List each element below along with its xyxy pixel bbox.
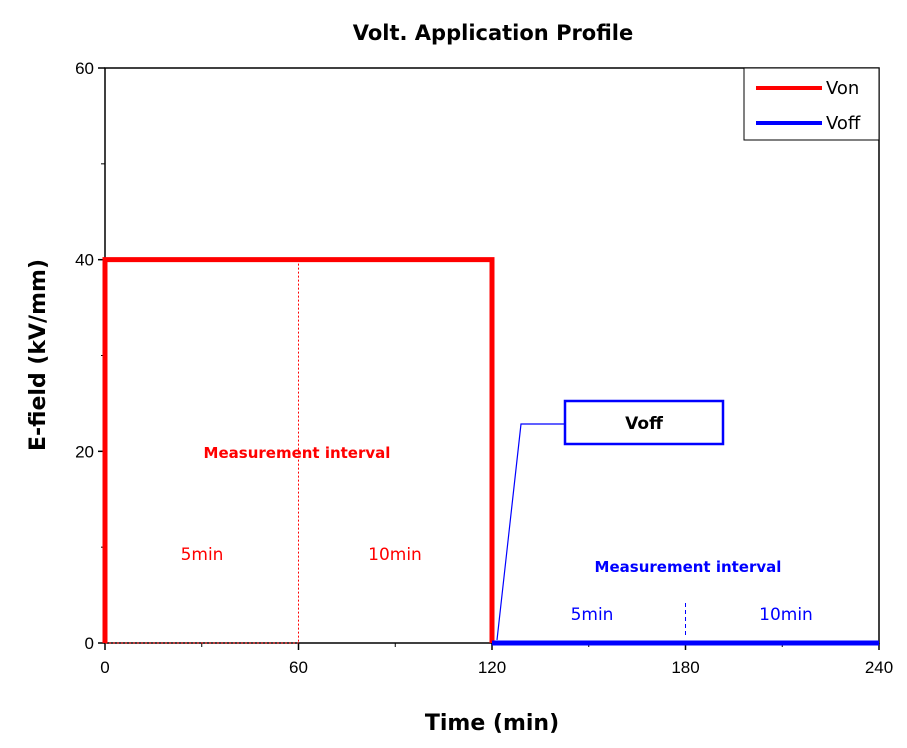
von-5min-label: 5min — [181, 545, 224, 565]
legend-label-voff: Voff — [826, 113, 861, 134]
von-measurement-interval-label: Measurement interval — [204, 444, 391, 462]
callout-leader-line — [496, 423, 565, 641]
series-line-von — [102, 257, 495, 643]
axis-ticks: 0 60 120 180 240 0 20 40 60 — [75, 59, 893, 677]
series-layer — [102, 257, 879, 646]
x-tick-label: 0 — [100, 658, 109, 677]
x-tick-label: 60 — [289, 658, 308, 677]
annotation-lines — [105, 259, 686, 644]
y-tick-label: 0 — [85, 634, 94, 653]
voff-5min-label: 5min — [571, 605, 614, 625]
legend-box — [743, 67, 880, 141]
x-tick-label: 180 — [671, 658, 699, 677]
voff-measurement-interval-label: Measurement interval — [595, 558, 782, 576]
x-axis-title: Time (min) — [425, 711, 559, 736]
y-tick-label: 40 — [75, 251, 94, 270]
x-tick-label: 120 — [478, 658, 506, 677]
y-tick-label: 60 — [75, 59, 94, 78]
voff-10min-label: 10min — [759, 605, 813, 625]
von-10min-label: 10min — [368, 545, 422, 565]
x-tick-label: 240 — [865, 658, 893, 677]
legend: Von Voff — [743, 67, 880, 141]
callout-voff-label: Voff — [625, 414, 663, 434]
y-axis-title: E-field (kV/mm) — [26, 259, 51, 451]
y-tick-label: 20 — [75, 442, 94, 461]
chart-title: Volt. Application Profile — [353, 21, 634, 45]
legend-label-von: Von — [826, 78, 859, 99]
callout-box — [563, 399, 725, 446]
